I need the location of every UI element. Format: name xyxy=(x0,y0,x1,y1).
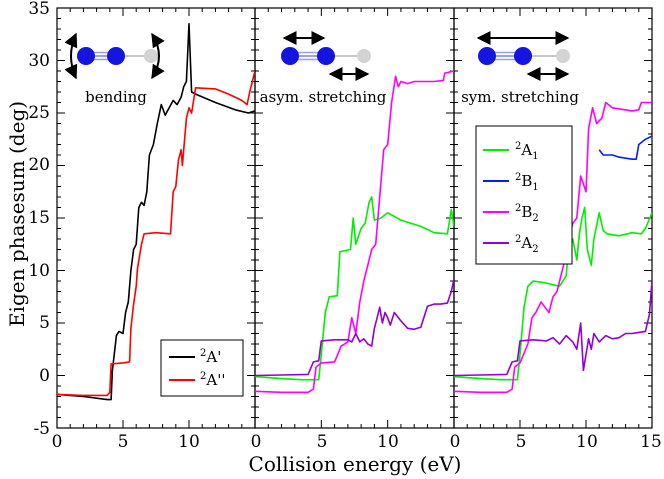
y-tick-label: 5 xyxy=(39,313,50,333)
series-line-2A2 xyxy=(255,278,454,377)
y-tick-label: 10 xyxy=(28,261,50,281)
atom-heavy xyxy=(107,47,125,65)
legend-label: 2B2 xyxy=(515,203,539,224)
panel-annotation: sym. stretching xyxy=(461,88,579,106)
series-line-2B1 xyxy=(598,135,652,160)
atom-heavy xyxy=(281,47,299,65)
atom-heavy xyxy=(317,47,335,65)
legend-panel-1: 2A' 2A'' xyxy=(160,339,244,397)
legend-sup: 2 xyxy=(515,172,521,183)
x-axis-label: Collision energy (eV) xyxy=(249,452,462,476)
atom-light xyxy=(556,49,570,63)
x-tick-label: 0 xyxy=(52,432,63,452)
x-tick-label: 5 xyxy=(516,432,527,452)
legend-base: A xyxy=(520,141,532,159)
y-tick-label: -5 xyxy=(33,419,50,439)
legend-sup: 2 xyxy=(200,348,206,359)
bend-arrow-right xyxy=(151,32,165,80)
x-tick-label: 0 xyxy=(251,432,262,452)
y-tick-label: 35 xyxy=(28,0,50,19)
y-axis-label: Eigen phasesum (deg) xyxy=(5,101,29,327)
legend-sup: 2 xyxy=(515,203,521,214)
legend-base: B xyxy=(521,203,532,221)
legend-label: 2A' xyxy=(200,348,221,366)
y-tick-labels: -5 0 5 10 15 20 25 30 35 xyxy=(28,0,50,439)
atom-heavy xyxy=(478,47,496,65)
atom-light xyxy=(144,49,158,63)
sym-inset: sym. stretching xyxy=(461,31,579,106)
x-tick-label: 5 xyxy=(118,432,129,452)
y-tick-label: 30 xyxy=(28,51,50,71)
legend-label: 2A2 xyxy=(515,234,539,255)
x-tick-label: 15 xyxy=(640,432,662,452)
x-tick-label: 0 xyxy=(450,432,461,452)
legend-base: A'' xyxy=(205,371,225,389)
x-tick-label: 10 xyxy=(377,432,399,452)
legend-sup: 2 xyxy=(515,141,521,152)
series-line-2A'' xyxy=(57,70,255,397)
series-line-2A1 xyxy=(454,206,652,381)
y-tick-label: 25 xyxy=(28,103,50,123)
y-tick-label: 15 xyxy=(28,208,50,228)
legend-sub: 1 xyxy=(532,182,538,193)
series-line-2A1 xyxy=(255,196,454,381)
atom-heavy xyxy=(514,47,532,65)
legend-label: 2B1 xyxy=(515,172,539,193)
legend-base: A' xyxy=(205,348,221,366)
series-group-bending xyxy=(57,23,255,401)
legend-base: B xyxy=(521,172,532,190)
x-tick-labels: 0 5 10 0 5 10 0 5 10 15 xyxy=(52,432,662,452)
legend-sup: 2 xyxy=(200,371,206,382)
legend-sup: 2 xyxy=(515,234,521,245)
legend-sub: 1 xyxy=(532,151,538,162)
legend-label: 2A'' xyxy=(200,371,225,389)
series-group-asym xyxy=(255,70,454,394)
x-tick-label: 10 xyxy=(576,432,598,452)
legend-sub: 2 xyxy=(532,244,538,255)
legend-label: 2A1 xyxy=(515,141,539,162)
bending-inset: bending xyxy=(64,32,165,106)
series-line-2A' xyxy=(57,23,255,401)
atom-light xyxy=(357,49,371,63)
x-tick-label: 10 xyxy=(178,432,200,452)
legend-base: A xyxy=(520,234,532,252)
series-line-2B2 xyxy=(255,70,454,394)
panel-annotation: asym. stretching xyxy=(260,88,387,106)
panel-annotation: bending xyxy=(85,88,147,106)
atom-heavy xyxy=(77,47,95,65)
series-line-2A2 xyxy=(454,280,652,377)
legend-box xyxy=(160,339,244,397)
legend-sub: 2 xyxy=(532,213,538,224)
y-tick-label: 20 xyxy=(28,155,50,175)
y-tick-label: 0 xyxy=(39,366,50,386)
asym-inset: asym. stretching xyxy=(260,31,387,106)
x-tick-label: 5 xyxy=(317,432,328,452)
legend-panel-3: 2A1 2B1 2B2 2A2 xyxy=(475,125,573,265)
bend-arrow-left xyxy=(64,32,78,80)
panel-frame-asym xyxy=(254,7,455,429)
